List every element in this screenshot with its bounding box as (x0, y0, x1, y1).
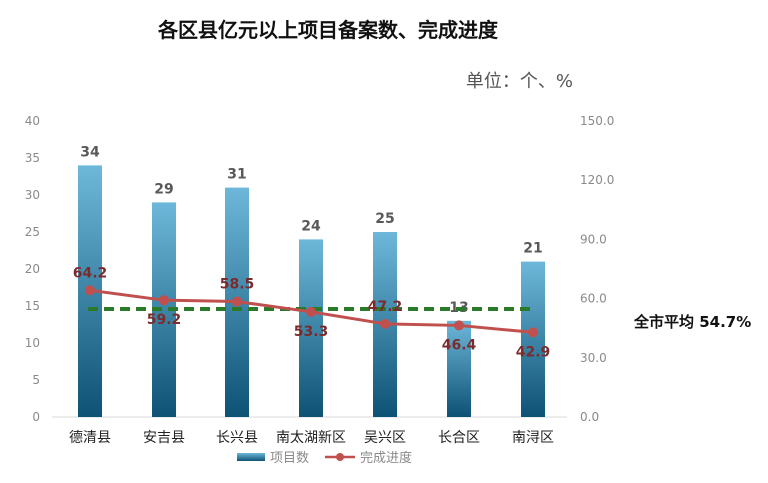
bar-value-label: 21 (523, 241, 542, 257)
left-tick-label: 30 (25, 188, 40, 202)
right-axis: 0.0 30.0 60.0 90.0 120.0 150.0 (580, 114, 614, 424)
bar-value-label: 24 (301, 218, 321, 234)
left-axis: 0 5 10 15 20 25 30 35 40 (25, 114, 40, 424)
right-tick-label: 90.0 (580, 232, 607, 246)
left-tick-label: 15 (25, 299, 40, 313)
right-tick-label: 150.0 (580, 114, 614, 128)
left-tick-label: 25 (25, 225, 40, 239)
bar (447, 320, 471, 417)
bar-value-label: 25 (375, 211, 394, 227)
completion-points: 64.2 59.2 58.5 53.3 47.2 46.4 42.9 (73, 265, 551, 360)
right-tick-label: 120.0 (580, 173, 614, 187)
legend-swatch-projects (237, 453, 265, 461)
line-value-label: 58.5 (220, 277, 255, 293)
line-value-label: 46.4 (442, 337, 477, 353)
right-tick-label: 30.0 (580, 351, 607, 365)
category-label: 德清县 (69, 430, 111, 446)
legend-label-projects: 项目数 (270, 451, 309, 466)
right-tick-label: 0.0 (580, 410, 599, 424)
left-tick-label: 10 (25, 336, 40, 350)
category-label: 吴兴区 (364, 430, 406, 446)
left-tick-label: 35 (25, 151, 40, 165)
line-point (159, 295, 169, 306)
line-point (306, 306, 316, 317)
right-tick-label: 60.0 (580, 292, 607, 306)
category-label: 长合区 (438, 430, 480, 446)
category-label: 长兴县 (216, 430, 258, 446)
category-labels: 德清县 安吉县 长兴县 南太湖新区 吴兴区 长合区 南浔区 (69, 430, 554, 446)
line-value-label: 53.3 (294, 324, 329, 340)
chart-title: 各区县亿元以上项目备案数、完成进度 (157, 18, 499, 42)
bar-value-label: 31 (227, 167, 246, 183)
left-tick-label: 0 (32, 410, 40, 424)
bar (299, 239, 323, 417)
line-point (85, 285, 95, 296)
left-tick-label: 20 (25, 262, 40, 276)
bar-value-label: 34 (80, 144, 100, 160)
category-label: 南浔区 (512, 430, 554, 446)
line-point (232, 296, 242, 307)
legend: 项目数 完成进度 (237, 450, 412, 466)
legend-label-progress: 完成进度 (360, 450, 412, 466)
line-point (454, 320, 464, 331)
line-point (380, 318, 390, 329)
bar-value-label: 29 (154, 181, 173, 197)
category-label: 安吉县 (143, 430, 185, 446)
left-tick-label: 5 (32, 373, 40, 387)
unit-note: 单位：个、% (466, 71, 573, 92)
line-value-label: 42.9 (516, 344, 551, 360)
line-value-label: 47.2 (368, 299, 403, 315)
line-value-label: 64.2 (73, 265, 108, 281)
legend-marker-progress (336, 453, 344, 461)
average-label: 全市平均 54.7% (633, 313, 751, 331)
line-point (528, 327, 538, 338)
category-label: 南太湖新区 (276, 430, 346, 446)
bar (521, 261, 545, 417)
bar-series: 34293124251321 (78, 144, 545, 417)
left-tick-label: 40 (25, 114, 40, 128)
line-value-label: 59.2 (147, 312, 182, 328)
